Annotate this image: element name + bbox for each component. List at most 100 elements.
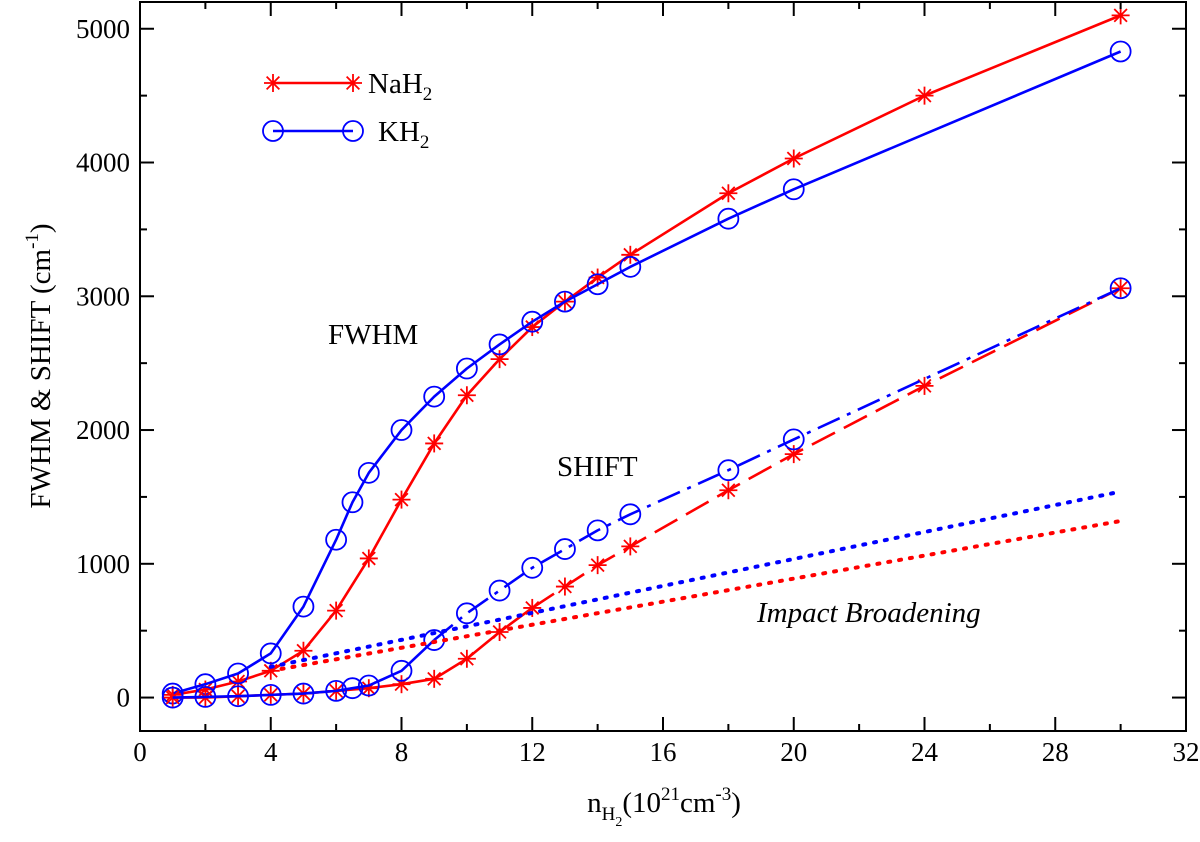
series-shift-kh2-point-1: [194, 685, 217, 708]
series-shift-nah2-point-8-stroke-3: [427, 671, 442, 686]
series-fwhm-kh2-point-14-circle: [586, 273, 609, 296]
series-impact-broadening-kh2: [268, 489, 1123, 669]
series-fwhm-nah2-point-10-stroke-3: [492, 352, 507, 367]
series-fwhm-kh2-point-13-circle: [554, 290, 576, 313]
series-shift-kh2-point-12: [521, 556, 544, 579]
legend-marker-na-right-glyph: [344, 74, 362, 92]
series-shift-kh2-point-13-circle: [554, 538, 576, 560]
series-impact-broadening-nah2: [268, 518, 1123, 673]
legend-marker-k-right-glyph: [342, 120, 364, 142]
legend-marker-na-left-glyph: [264, 74, 282, 92]
legend-marker-k-left-glyph-circle: [262, 120, 284, 142]
x-axis-label-main: n: [587, 787, 602, 819]
series-fwhm-nah2-point-16-stroke-3: [786, 151, 801, 166]
series-fwhm-kh2-point-8-circle: [390, 419, 413, 441]
annotation-shift: SHIFT: [557, 451, 638, 483]
series-fwhm-kh2-point-3-circle: [259, 642, 282, 665]
series-fwhm-kh2-point-6: [341, 491, 364, 514]
series-shift-kh2-point-11: [488, 579, 511, 602]
series-fwhm-nah2-point-7: [392, 490, 411, 509]
y-tick-label-4: 4000: [76, 148, 130, 178]
y-axis-label-close: ): [25, 223, 57, 233]
x-axis-label-sub: H: [602, 804, 616, 825]
series-fwhm-nah2-point-18: [1111, 6, 1130, 25]
series-fwhm-kh2-point-10-circle: [455, 357, 478, 380]
series-shift-kh2-point-3-circle: [259, 683, 282, 706]
series-fwhm-kh2-point-7-circle: [357, 461, 380, 484]
legend-marker-nah2-left: [264, 74, 282, 92]
series-fwhm-nah2-point-8: [425, 434, 444, 453]
series-impact-broadening-nah2-line-0: [268, 518, 1123, 673]
x-axis-label-sup2: -3: [715, 784, 731, 805]
series-fwhm-kh2-point-13: [554, 290, 576, 313]
series-fwhm-nah2-point-13-stroke-3: [590, 270, 605, 285]
annotation-impact-broadening: Impact Broadening: [756, 597, 981, 629]
series-shift-nah2-point-12: [555, 577, 574, 596]
x-axis-label-sup1: 21: [661, 784, 680, 805]
series-shift-nah2-point-12-stroke-3: [557, 579, 572, 594]
series-fwhm-nah2-point-17: [915, 86, 934, 105]
series-shift-nah2-point-16: [784, 445, 803, 464]
series-shift-kh2-line-1: [433, 287, 1122, 642]
series-layer: [161, 6, 1132, 709]
series-fwhm-kh2-point-18: [1109, 40, 1132, 63]
series-fwhm-nah2-point-14: [621, 245, 640, 264]
series-shift-nah2-point-18: [1111, 279, 1130, 298]
series-fwhm-nah2-point-15: [719, 184, 738, 203]
series-shift-nah2-point-9-stroke-3: [459, 651, 474, 666]
series-shift-nah2-point-14: [621, 537, 640, 556]
legend-label-nah2-sub: 2: [423, 84, 433, 105]
series-fwhm-nah2-point-16: [784, 149, 803, 168]
x-tick-label-8: 32: [1173, 737, 1200, 767]
series-fwhm-kh2-point-11-circle: [488, 333, 511, 356]
series-shift-kh2-point-18: [1109, 277, 1132, 300]
x-tick-label-3: 12: [519, 737, 546, 767]
series-shift-kh2-point-18-circle: [1109, 277, 1132, 300]
series-shift-nah2-point-17: [915, 376, 934, 395]
series-fwhm-kh2-point-15-circle: [619, 255, 642, 278]
series-shift-nah2-point-16-stroke-3: [786, 447, 801, 462]
series-shift-kh2-point-6-circle: [341, 677, 364, 700]
legend-label-nah2: NaH2: [368, 68, 432, 105]
series-shift-kh2-point-8: [390, 659, 413, 682]
series-fwhm-nah2-point-4-stroke-3: [296, 643, 311, 658]
series-fwhm-kh2-point-18-circle: [1109, 40, 1132, 63]
series-shift-kh2: [161, 277, 1132, 709]
series-shift-kh2-point-3: [259, 683, 282, 706]
series-fwhm-kh2-point-9: [423, 385, 446, 408]
series-fwhm-kh2-point-8: [390, 419, 413, 441]
series-fwhm-nah2-point-9: [457, 386, 476, 405]
series-fwhm-kh2-point-17-circle: [782, 178, 805, 201]
series-fwhm-nah2-point-18-stroke-3: [1113, 8, 1128, 23]
series-fwhm-kh2-line-0: [172, 50, 1122, 695]
series-fwhm-nah2-point-15-stroke-3: [721, 186, 736, 201]
x-tick-label-7: 28: [1042, 737, 1069, 767]
series-fwhm-kh2-point-3: [259, 642, 282, 665]
series-shift-kh2-point-14-circle: [586, 519, 609, 542]
legend-marker-na-left-glyph-stroke-3: [265, 75, 281, 91]
series-fwhm-kh2: [161, 40, 1132, 705]
series-fwhm-nah2-point-10: [490, 350, 509, 369]
series-fwhm-nah2-point-6-stroke-3: [361, 551, 376, 566]
series-fwhm-kh2-point-4: [292, 595, 315, 618]
y-tick-label-0: 0: [117, 683, 131, 713]
legend-marker-k-right-glyph-circle: [342, 120, 364, 142]
annotation-fwhm: FWHM: [328, 319, 418, 351]
series-shift-kh2-point-14: [586, 519, 609, 542]
series-fwhm-kh2-point-2-circle: [227, 662, 249, 685]
series-shift-nah2-point-13-stroke-3: [590, 558, 605, 573]
series-fwhm-kh2-point-15: [619, 255, 642, 278]
legend-label-kh2-main: KH: [378, 116, 420, 148]
legend-marker-k-left-glyph: [262, 120, 284, 142]
x-axis-label-subsub: 2: [615, 815, 622, 830]
series-shift-kh2-point-2: [227, 685, 249, 708]
series-fwhm-kh2-point-10: [455, 357, 478, 380]
legend-item-kh2: KH2: [262, 116, 429, 153]
series-shift-kh2-point-4: [292, 682, 315, 705]
series-fwhm-kh2-point-12-circle: [521, 310, 544, 333]
series-shift-kh2-point-7: [357, 674, 380, 697]
y-axis-label-sup: -1: [22, 233, 43, 249]
series-shift-kh2-point-17-circle: [782, 428, 805, 451]
series-shift-kh2-point-16-circle: [717, 459, 740, 482]
series-impact-broadening-kh2-line-0: [268, 489, 1123, 669]
